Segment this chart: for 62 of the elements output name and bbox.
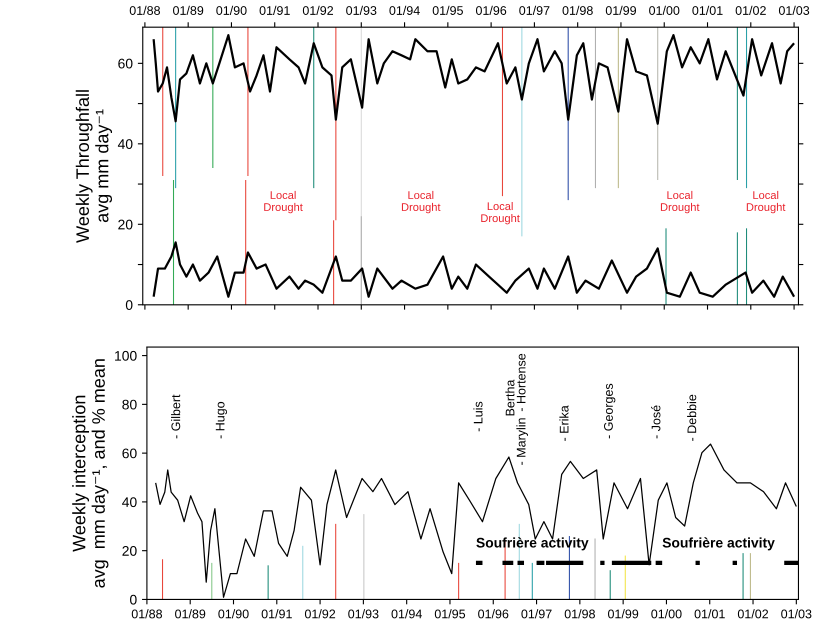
x-tick-label: 01/03 — [778, 6, 810, 15]
x-tick-label: 01/94 — [389, 6, 420, 15]
x-tick-label: 01/88 — [130, 6, 160, 15]
x-tick-label: 01/93 — [348, 609, 378, 618]
x-tick-label: 01/00 — [649, 6, 680, 15]
y-tick-label: 40 — [118, 139, 132, 149]
x-tick-label: 01/92 — [302, 6, 334, 15]
x-tick-label: 01/01 — [692, 6, 723, 15]
x-tick-label: 01/88 — [132, 609, 162, 618]
x-tick-label: 01/99 — [606, 6, 636, 15]
x-tick-label: 01/97 — [519, 6, 550, 15]
annotation: Local Drought — [746, 190, 786, 214]
x-tick-label: 01/96 — [478, 609, 508, 618]
x-tick-label: 01/89 — [175, 609, 206, 618]
y-tick-label: 60 — [118, 58, 132, 69]
x-tick-label: 01/02 — [736, 6, 766, 15]
y-tick-label: 100 — [115, 350, 137, 361]
x-tick-label: 01/97 — [521, 609, 552, 618]
y-axis-title: Weekly Throughfall avg mm day⁻¹ — [76, 90, 112, 243]
x-tick-label: 01/98 — [562, 6, 593, 15]
x-tick-label: 01/94 — [392, 609, 422, 618]
annotation: - Hugo — [216, 402, 228, 438]
annotation: - José — [651, 405, 660, 438]
y-tick-label: 0 — [126, 300, 132, 310]
y-axis-title: Weekly interception avg mm day⁻¹, and % mean — [72, 359, 108, 588]
x-tick-label: 01/00 — [651, 609, 682, 618]
annotation: - Marylin — [516, 418, 528, 465]
annotation: - Debbie — [687, 394, 696, 441]
y-tick-label: 20 — [122, 546, 137, 556]
x-tick-label: 01/95 — [432, 6, 463, 15]
y-tick-label: 0 — [130, 594, 137, 605]
x-tick-label: 01/99 — [608, 609, 638, 618]
annotation: - Hortense — [516, 354, 526, 412]
x-tick-label: 01/90 — [218, 609, 249, 618]
x-tick-label: 01/93 — [346, 6, 376, 15]
x-tick-label: 01/95 — [434, 609, 466, 618]
annotation: - Georges — [604, 384, 616, 438]
line-series — [152, 241, 796, 298]
x-tick-label: 01/01 — [694, 609, 725, 618]
annotation: Soufrière activity — [662, 537, 775, 550]
annotation: Local Drought — [402, 190, 440, 214]
y-tick-label: 40 — [122, 497, 137, 508]
x-tick-label: 01/91 — [260, 6, 290, 15]
x-tick-label: 01/98 — [564, 609, 595, 618]
annotation: - Gilbert — [171, 394, 180, 438]
x-tick-label: 01/92 — [304, 609, 336, 618]
annotation: Local Drought — [660, 190, 700, 214]
annotation: Local Drought — [264, 190, 303, 214]
annotation: Local Drought — [481, 202, 520, 224]
x-tick-label: 01/90 — [216, 6, 247, 15]
x-tick-label: 01/96 — [476, 6, 506, 15]
y-tick-label: 60 — [122, 448, 137, 458]
y-tick-label: 20 — [118, 220, 132, 230]
x-tick-label: 01/03 — [781, 609, 812, 618]
y-tick-label: 80 — [122, 400, 137, 410]
annotation: Bertha — [505, 380, 514, 416]
annotation: - Luis — [473, 402, 483, 432]
x-tick-label: 01/91 — [262, 609, 292, 618]
x-tick-label: 01/02 — [738, 609, 768, 618]
annotation: - Erika — [559, 405, 569, 441]
line-series — [152, 34, 796, 125]
x-tick-label: 01/89 — [173, 6, 204, 15]
